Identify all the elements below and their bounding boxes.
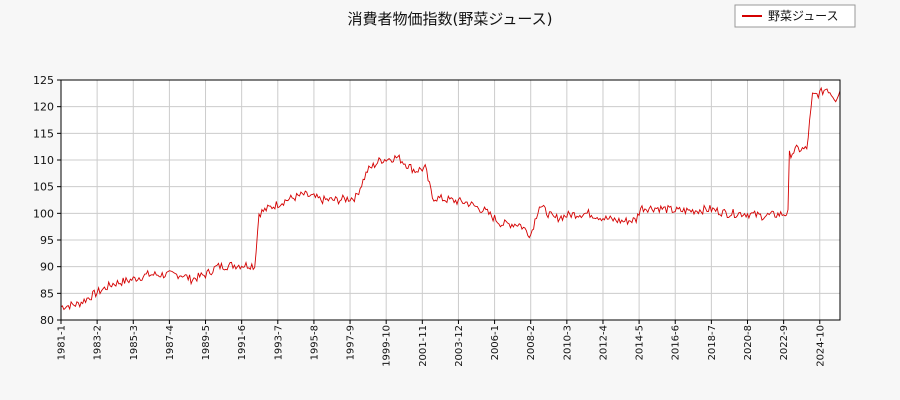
y-tick-label: 100 — [33, 207, 54, 220]
x-tick-label: 2003-12 — [454, 325, 465, 367]
x-tick-label: 1981-1 — [57, 325, 68, 360]
x-tick-label: 2022-9 — [779, 325, 790, 360]
legend-label: 野菜ジュース — [768, 9, 839, 23]
x-tick-label: 2020-8 — [743, 325, 754, 360]
chart-title: 消費者物価指数(野菜ジュース) — [348, 10, 553, 28]
x-tick-label: 2010-3 — [562, 325, 573, 360]
y-tick-label: 90 — [40, 261, 54, 274]
x-tick-label: 2012-4 — [598, 325, 609, 360]
x-tick-label: 1993-7 — [273, 325, 284, 360]
x-tick-label: 1999-10 — [382, 325, 393, 367]
x-tick-label: 2016-6 — [671, 325, 682, 360]
x-tick-label: 1983-2 — [93, 325, 104, 360]
x-tick-label: 2024-10 — [815, 325, 826, 367]
x-tick-label: 1985-3 — [129, 325, 140, 360]
series-layer — [60, 86, 841, 311]
grid-layer — [60, 79, 840, 321]
series-line — [60, 86, 841, 311]
x-tick-label: 1995-8 — [309, 325, 320, 360]
x-tick-label: 1991-6 — [237, 325, 248, 360]
plot-frame — [60, 79, 841, 321]
x-axis: 1981-1 1983-2 1985-3 1987-4 1989-5 1991-6 1993… — [57, 320, 826, 367]
x-tick-label: 1989-5 — [201, 325, 212, 360]
legend-box — [734, 4, 856, 28]
x-tick-label: 2008-2 — [526, 325, 537, 360]
x-tick-label: 2018-7 — [707, 325, 718, 360]
y-tick-label: 120 — [33, 101, 54, 114]
x-tick-label: 1997-9 — [346, 325, 357, 360]
y-tick-label: 85 — [40, 287, 54, 300]
y-tick-label: 80 — [40, 314, 54, 327]
x-tick-label: 2006-1 — [490, 325, 501, 360]
y-tick-label: 110 — [33, 154, 54, 167]
x-tick-label: 1987-4 — [165, 325, 176, 360]
x-tick-label: 2001-11 — [418, 325, 429, 367]
y-tick-label: 115 — [33, 127, 54, 140]
plot-area — [60, 79, 841, 321]
y-tick-label: 105 — [33, 181, 54, 194]
legend: 野菜ジュース — [734, 4, 856, 28]
y-tick-label: 125 — [33, 74, 54, 87]
y-axis: 80 85 90 95 100 105 110 115 120 125 — [33, 74, 61, 327]
y-tick-label: 95 — [40, 234, 54, 247]
x-tick-label: 2014-5 — [635, 325, 646, 360]
